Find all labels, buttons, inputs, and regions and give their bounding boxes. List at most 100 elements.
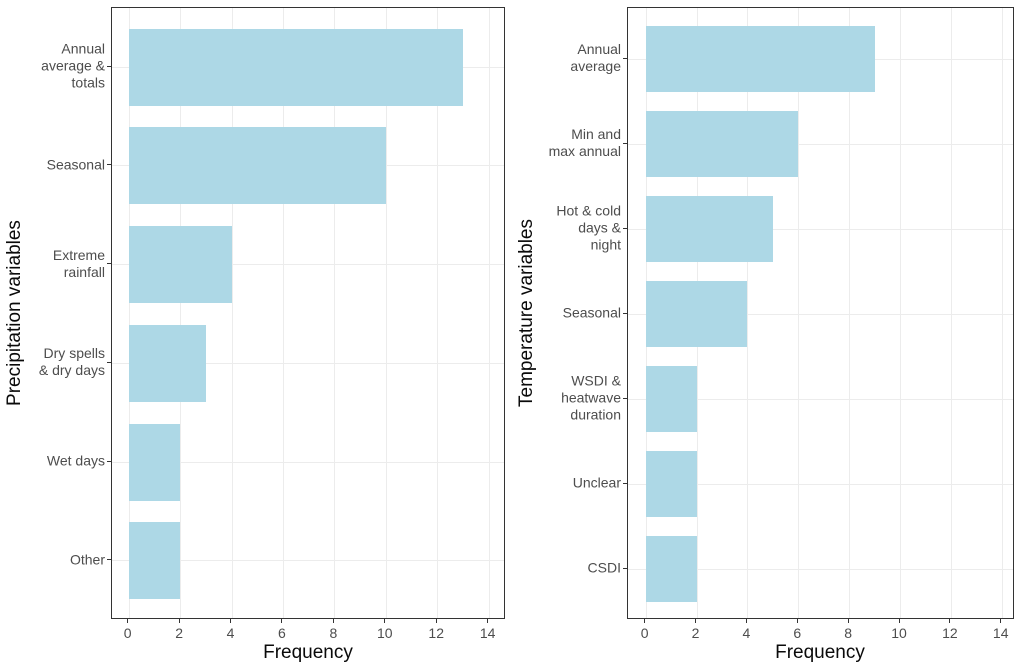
gridline-vertical [1001, 8, 1003, 618]
gridline-horizontal [628, 398, 1013, 400]
x-tick-mark [487, 619, 489, 623]
y-tick-mark [623, 567, 627, 569]
bar-seasonal [645, 280, 748, 348]
bar-csdi [645, 535, 697, 603]
y-tick-mark [623, 227, 627, 229]
gridline-horizontal [112, 264, 504, 266]
gridline-horizontal [628, 143, 1013, 145]
gridline-vertical [950, 8, 952, 618]
category-label: Annual average [570, 41, 621, 74]
y-tick-mark [623, 397, 627, 399]
gridline-vertical [282, 8, 284, 618]
category-label: Dry spells & dry days [38, 345, 105, 379]
bar-dry-spells-&-dry-days [128, 324, 206, 402]
category-label: Min and max annual [548, 126, 621, 159]
y-tick-mark [107, 263, 111, 265]
bar-seasonal [128, 127, 386, 205]
gridline-vertical [437, 8, 439, 618]
x-tick-mark [796, 619, 798, 623]
gridline-horizontal [628, 228, 1013, 230]
plot-panel-precipitation [111, 7, 505, 619]
y-axis-title-temperature: Temperature variables [516, 219, 537, 407]
x-tick-label: 2 [175, 625, 183, 641]
gridline-vertical [180, 8, 182, 618]
y-tick-mark [623, 482, 627, 484]
y-axis-title-precipitation: Precipitation variables [4, 220, 25, 406]
category-label: Other [69, 551, 105, 568]
x-tick-label: 14 [479, 625, 496, 641]
x-tick-label: 10 [377, 625, 393, 641]
y-tick-mark [623, 142, 627, 144]
x-tick-mark [949, 619, 951, 623]
x-tick-mark [230, 619, 232, 623]
x-tick-label: 14 [992, 625, 1009, 641]
x-tick-label: 0 [123, 625, 132, 641]
x-tick-label: 4 [226, 625, 235, 641]
x-axis-title-precipitation: Frequency [263, 642, 353, 663]
y-tick-mark [107, 559, 111, 561]
x-tick-label: 12 [428, 625, 444, 641]
y-tick-mark [623, 312, 627, 314]
category-label: Extreme rainfall [52, 246, 105, 280]
y-tick-mark [107, 164, 111, 166]
x-tick-mark [898, 619, 900, 623]
gridline-horizontal [112, 560, 504, 562]
bar-wet-days [128, 423, 181, 501]
gridline-horizontal [628, 483, 1013, 485]
bar-annual-average [645, 25, 875, 93]
x-tick-mark [178, 619, 180, 623]
x-tick-mark [1000, 619, 1002, 623]
bar-unclear [645, 450, 697, 518]
plot-panel-temperature [627, 7, 1014, 619]
bar-other [128, 522, 181, 600]
gridline-horizontal [112, 362, 504, 364]
x-tick-mark [644, 619, 646, 623]
bar-min-and-max-annual [645, 110, 799, 178]
category-label: Wet days [46, 452, 105, 469]
gridline-vertical [900, 8, 901, 618]
bar-annual-average-&-totals [128, 28, 463, 106]
category-label: Annual average & totals [41, 40, 105, 91]
category-label: Seasonal [46, 156, 105, 173]
category-label: CSDI [587, 559, 621, 576]
x-tick-mark [281, 619, 283, 623]
x-tick-label: 4 [742, 625, 751, 641]
x-tick-mark [847, 619, 849, 623]
gridline-horizontal [628, 568, 1013, 570]
x-tick-label: 6 [278, 625, 286, 641]
x-tick-label: 10 [891, 625, 907, 641]
bar-wsdi-&-heatwave-duration [645, 365, 697, 433]
y-tick-mark [107, 361, 111, 363]
y-tick-mark [107, 65, 111, 67]
gridline-horizontal [628, 313, 1013, 315]
gridline-vertical [798, 8, 800, 618]
x-tick-label: 6 [793, 625, 802, 641]
gridline-vertical [128, 8, 130, 618]
x-tick-mark [332, 619, 334, 623]
gridline-vertical [334, 8, 336, 618]
x-axis-title-temperature: Frequency [775, 642, 865, 663]
gridline-vertical [747, 8, 749, 618]
x-tick-label: 8 [844, 625, 853, 641]
category-label: Seasonal [562, 304, 621, 321]
gridline-vertical [849, 8, 851, 618]
y-tick-mark [107, 460, 111, 462]
x-tick-label: 12 [942, 625, 958, 641]
bar-hot-&-cold-days-&-night [645, 195, 773, 263]
x-tick-label: 0 [640, 625, 649, 641]
x-tick-mark [127, 619, 129, 623]
x-tick-mark [384, 619, 386, 623]
x-tick-label: 2 [691, 625, 700, 641]
gridline-horizontal [112, 461, 504, 463]
y-tick-mark [623, 57, 627, 59]
x-tick-mark [435, 619, 437, 623]
bar-extreme-rainfall [128, 226, 232, 304]
category-label: WSDI & heatwave duration [561, 372, 621, 423]
gridline-vertical [385, 8, 387, 618]
category-label: Unclear [572, 474, 621, 491]
category-label: Hot & cold days & night [556, 202, 621, 253]
gridline-vertical [231, 8, 233, 618]
x-tick-label: 8 [329, 625, 338, 641]
x-tick-mark [695, 619, 697, 623]
